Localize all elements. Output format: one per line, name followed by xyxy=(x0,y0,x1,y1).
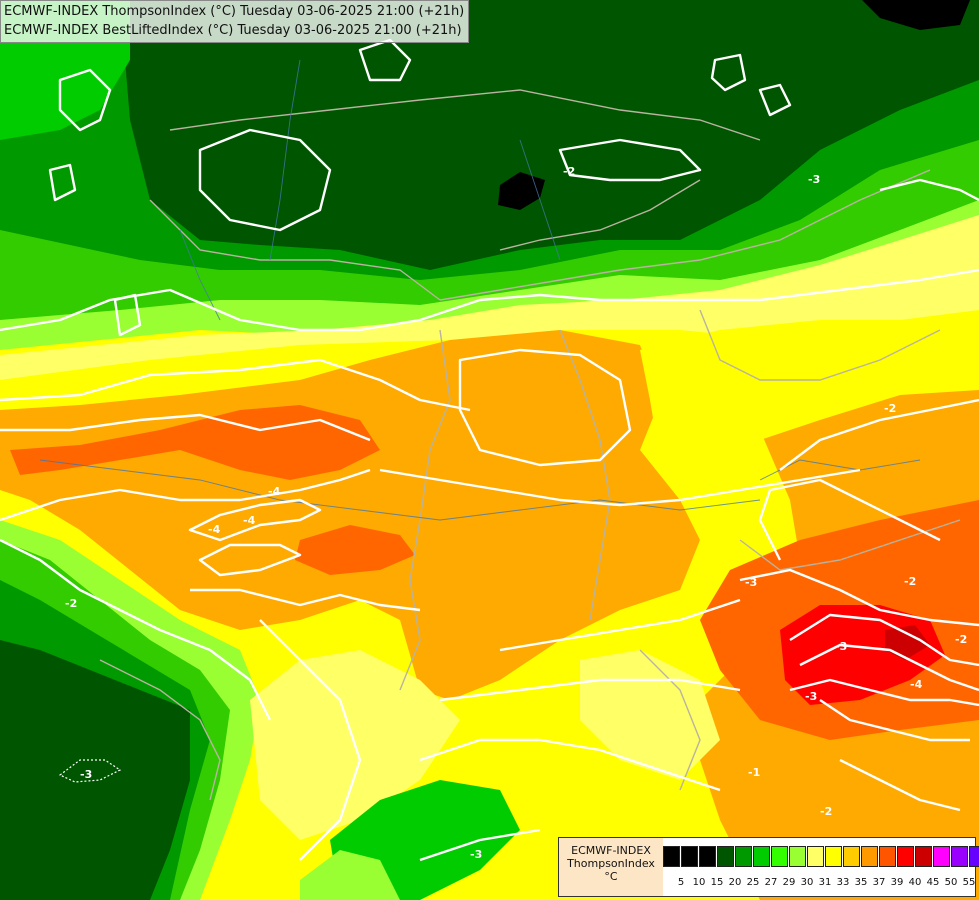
legend-swatch xyxy=(861,846,878,867)
legend-swatch xyxy=(681,846,698,867)
region-black-corner xyxy=(862,0,970,30)
legend-tick-label: 50 xyxy=(944,877,958,888)
legend-swatch xyxy=(933,846,950,867)
color-legend: ECMWF-INDEX ThompsonIndex °C 5 10 15 20 25 27… xyxy=(558,837,979,897)
contour-label: -2 xyxy=(884,402,896,415)
legend-tick-label: 25 xyxy=(746,877,760,888)
legend-tick-label: 37 xyxy=(872,877,886,888)
legend-tick-label: 40 xyxy=(908,877,922,888)
legend-tick-label: 31 xyxy=(818,877,832,888)
contour-label: -2 xyxy=(563,165,575,178)
contour-label: -4 xyxy=(268,485,281,498)
region-orange-main xyxy=(0,330,700,700)
legend-swatch xyxy=(771,846,788,867)
contour-label: -3 xyxy=(835,640,847,653)
region-dark-green-south xyxy=(0,640,190,900)
region-dark-orange-center xyxy=(295,525,415,575)
map-title-box: ECMWF-INDEX ThompsonIndex (°C) Tuesday 0… xyxy=(0,0,470,43)
region-dark-orange-west xyxy=(10,405,380,480)
legend-unit: °C xyxy=(604,870,618,883)
contour-label: -2 xyxy=(820,805,832,818)
dotted-contour xyxy=(58,759,122,783)
contour-label-group: -4 -4 -3 -2 -2 -3 -2 -4 -2 -1 -3 -3 -3 -… xyxy=(65,165,967,861)
legend-tick-label: 10 xyxy=(692,877,706,888)
region-pale-yellow-band xyxy=(0,215,979,380)
legend-swatch xyxy=(753,846,770,867)
contour-label: -1 xyxy=(748,766,760,779)
legend-tick-label: 29 xyxy=(782,877,796,888)
legend-parameter-name: ThompsonIndex xyxy=(567,857,655,870)
contour-label: -4 xyxy=(243,514,256,527)
contour-label: -3 xyxy=(808,173,820,186)
legend-tick-label: 27 xyxy=(764,877,778,888)
legend-swatch xyxy=(717,846,734,867)
legend-color-bar xyxy=(663,846,979,867)
legend-swatch xyxy=(663,846,680,867)
contour-label: -3 xyxy=(745,576,757,589)
region-yellow-east-north xyxy=(640,310,979,470)
thompson-index-title: ECMWF-INDEX ThompsonIndex (°C) Tuesday 0… xyxy=(4,4,465,19)
legend-swatch xyxy=(915,846,932,867)
legend-tick-label: 20 xyxy=(728,877,742,888)
best-lifted-index-title: ECMWF-INDEX BestLiftedIndex (°C) Tuesday… xyxy=(4,23,462,38)
legend-label: ECMWF-INDEX ThompsonIndex °C xyxy=(559,838,663,896)
legend-swatch xyxy=(843,846,860,867)
legend-tick-label: 35 xyxy=(854,877,868,888)
legend-swatch xyxy=(807,846,824,867)
region-pale-yellow-center-south xyxy=(580,650,720,780)
legend-swatch xyxy=(789,846,806,867)
contour-label: -3 xyxy=(80,768,92,781)
contour-label: -2 xyxy=(904,575,916,588)
legend-tick-label: 39 xyxy=(890,877,904,888)
legend-swatch xyxy=(825,846,842,867)
contour-label: -4 xyxy=(910,678,923,691)
border-lines xyxy=(99,89,961,801)
contour-label: -4 xyxy=(208,523,221,536)
legend-swatch xyxy=(879,846,896,867)
legend-swatch xyxy=(897,846,914,867)
contour-lines xyxy=(0,38,979,862)
contour-label: -2 xyxy=(955,633,967,646)
legend-tick-label: 5 xyxy=(677,877,685,888)
region-dark-green-north xyxy=(120,0,979,270)
region-dark-red-east xyxy=(885,625,930,660)
region-black-center xyxy=(498,172,545,210)
contour-label: -3 xyxy=(805,690,817,703)
legend-tick-label: 30 xyxy=(800,877,814,888)
legend-swatch xyxy=(951,846,968,867)
legend-swatch xyxy=(969,846,979,867)
legend-tick-label: 55 xyxy=(962,877,976,888)
region-light-green-bottom xyxy=(300,850,400,900)
legend-model-name: ECMWF-INDEX xyxy=(571,844,651,857)
legend-tick-label: 45 xyxy=(926,877,940,888)
legend-swatch xyxy=(699,846,716,867)
legend-tick-row: 51015202527293031333537394045505560 xyxy=(663,876,979,890)
contour-label: -3 xyxy=(470,848,482,861)
legend-swatch xyxy=(735,846,752,867)
contour-label: -2 xyxy=(65,597,77,610)
legend-tick-label: 15 xyxy=(710,877,724,888)
legend-tick-label: 33 xyxy=(836,877,850,888)
